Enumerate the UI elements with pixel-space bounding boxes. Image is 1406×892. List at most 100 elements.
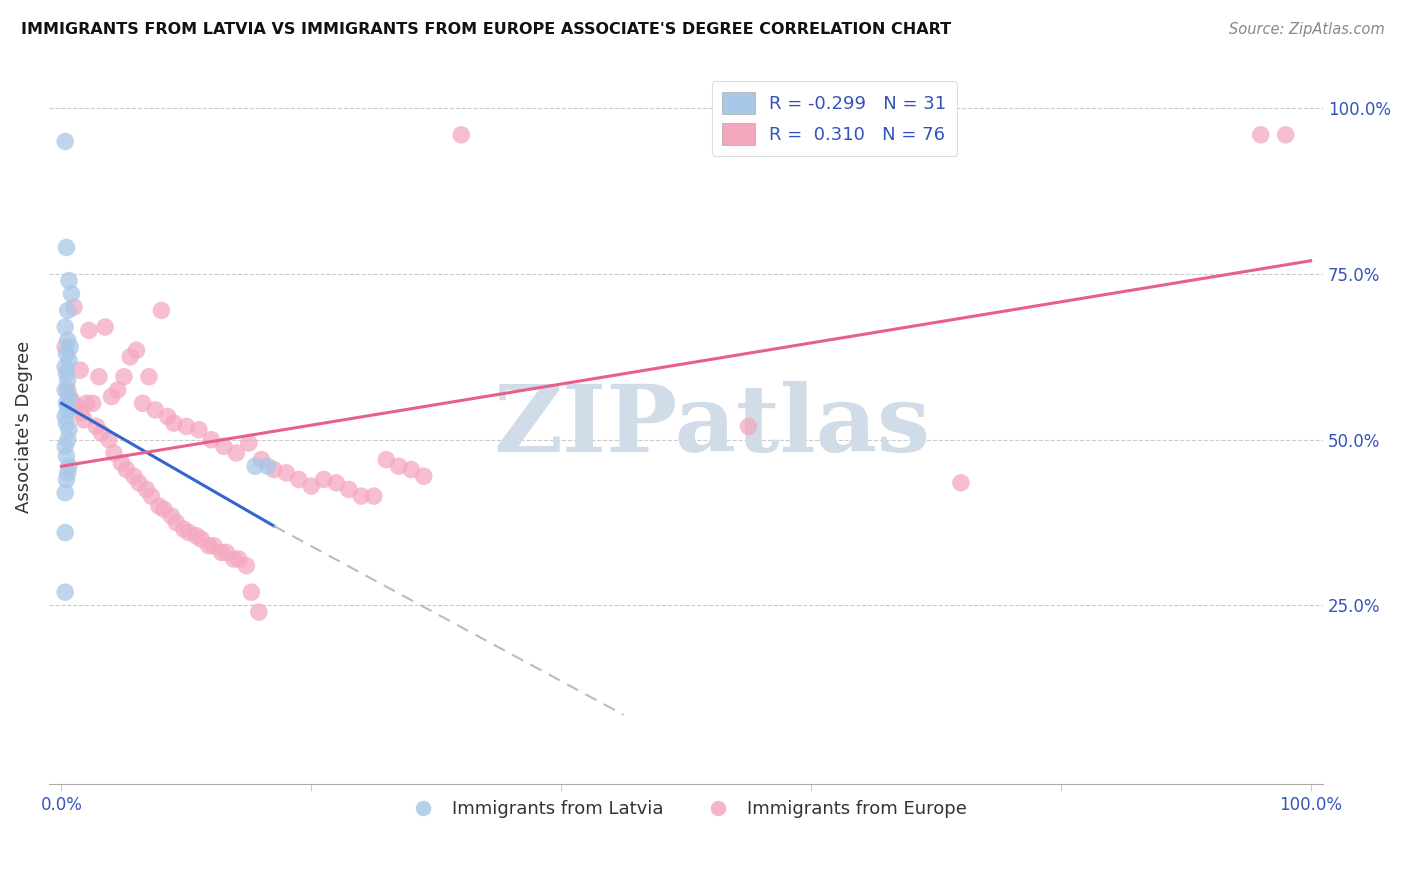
Point (187, 423, 209, 437)
Point (56, 433, 79, 447)
Point (58, 390, 80, 404)
Point (243, 459, 266, 474)
Point (198, 539, 221, 553)
Point (58, 423, 80, 437)
Point (55, 416, 77, 430)
Point (247, 605, 270, 619)
Point (103, 446, 125, 460)
Point (163, 416, 186, 430)
Point (235, 558, 257, 573)
Point (115, 462, 138, 476)
Point (53, 485, 76, 500)
Point (141, 489, 163, 503)
Point (299, 479, 322, 493)
Point (58, 274, 80, 288)
Point (73, 413, 96, 427)
Point (125, 343, 148, 358)
Point (153, 502, 176, 516)
Legend: Immigrants from Latvia, Immigrants from Europe: Immigrants from Latvia, Immigrants from … (398, 793, 974, 825)
Point (238, 436, 260, 450)
Point (59, 340, 82, 354)
Point (120, 350, 142, 364)
Point (53, 525, 76, 540)
Point (150, 303, 173, 318)
Point (312, 473, 335, 487)
Point (55, 240, 77, 254)
Point (212, 439, 235, 453)
Point (56, 403, 79, 417)
Point (131, 396, 153, 410)
Point (256, 459, 278, 474)
Point (55, 473, 77, 487)
Point (156, 409, 179, 424)
Point (55, 367, 77, 381)
Point (75, 396, 97, 410)
Point (177, 525, 200, 540)
Point (53, 585, 76, 599)
Point (949, 475, 972, 490)
Point (58, 353, 80, 368)
Point (222, 552, 245, 566)
Point (107, 383, 129, 397)
Point (143, 403, 166, 417)
Point (128, 475, 150, 490)
Y-axis label: Associate's Degree: Associate's Degree (15, 341, 32, 513)
Point (56, 383, 79, 397)
Point (148, 499, 170, 513)
Point (209, 545, 232, 559)
Point (112, 369, 135, 384)
Point (375, 452, 398, 467)
Point (53, 359, 76, 374)
Point (165, 516, 187, 530)
Point (263, 462, 285, 476)
Point (60, 286, 83, 301)
Point (250, 452, 273, 467)
Text: ZIPatlas: ZIPatlas (494, 382, 931, 472)
Point (350, 489, 373, 503)
Point (276, 466, 298, 480)
Point (53, 409, 76, 424)
Point (82, 396, 104, 410)
Point (53, 383, 76, 397)
Point (56, 334, 79, 348)
Point (228, 552, 250, 566)
Point (399, 462, 422, 476)
Point (87, 369, 110, 384)
Point (56, 303, 79, 318)
Point (325, 475, 347, 490)
Point (138, 369, 160, 384)
Point (56, 466, 79, 480)
Point (737, 419, 759, 434)
Point (55, 450, 77, 464)
Point (94, 320, 117, 334)
Point (86, 419, 108, 434)
Point (363, 489, 385, 503)
Point (58, 459, 80, 474)
Point (288, 473, 311, 487)
Point (190, 532, 212, 546)
Point (388, 459, 411, 474)
Point (53, 439, 76, 453)
Point (186, 529, 208, 543)
Point (69, 363, 91, 377)
Point (176, 419, 198, 434)
Point (225, 446, 247, 460)
Point (1274, 128, 1296, 142)
Point (215, 545, 238, 559)
Point (100, 390, 122, 404)
Point (63, 300, 86, 314)
Point (53, 135, 76, 149)
Point (200, 433, 222, 447)
Point (1250, 128, 1272, 142)
Point (70, 406, 93, 420)
Point (55, 346, 77, 360)
Point (77, 323, 100, 337)
Point (337, 483, 360, 497)
Point (160, 508, 183, 523)
Text: IMMIGRANTS FROM LATVIA VS IMMIGRANTS FROM EUROPE ASSOCIATE'S DEGREE CORRELATION : IMMIGRANTS FROM LATVIA VS IMMIGRANTS FRO… (21, 22, 952, 37)
Point (412, 469, 434, 483)
Point (90, 426, 112, 441)
Point (122, 469, 145, 483)
Point (135, 483, 157, 497)
Text: Source: ZipAtlas.com: Source: ZipAtlas.com (1229, 22, 1385, 37)
